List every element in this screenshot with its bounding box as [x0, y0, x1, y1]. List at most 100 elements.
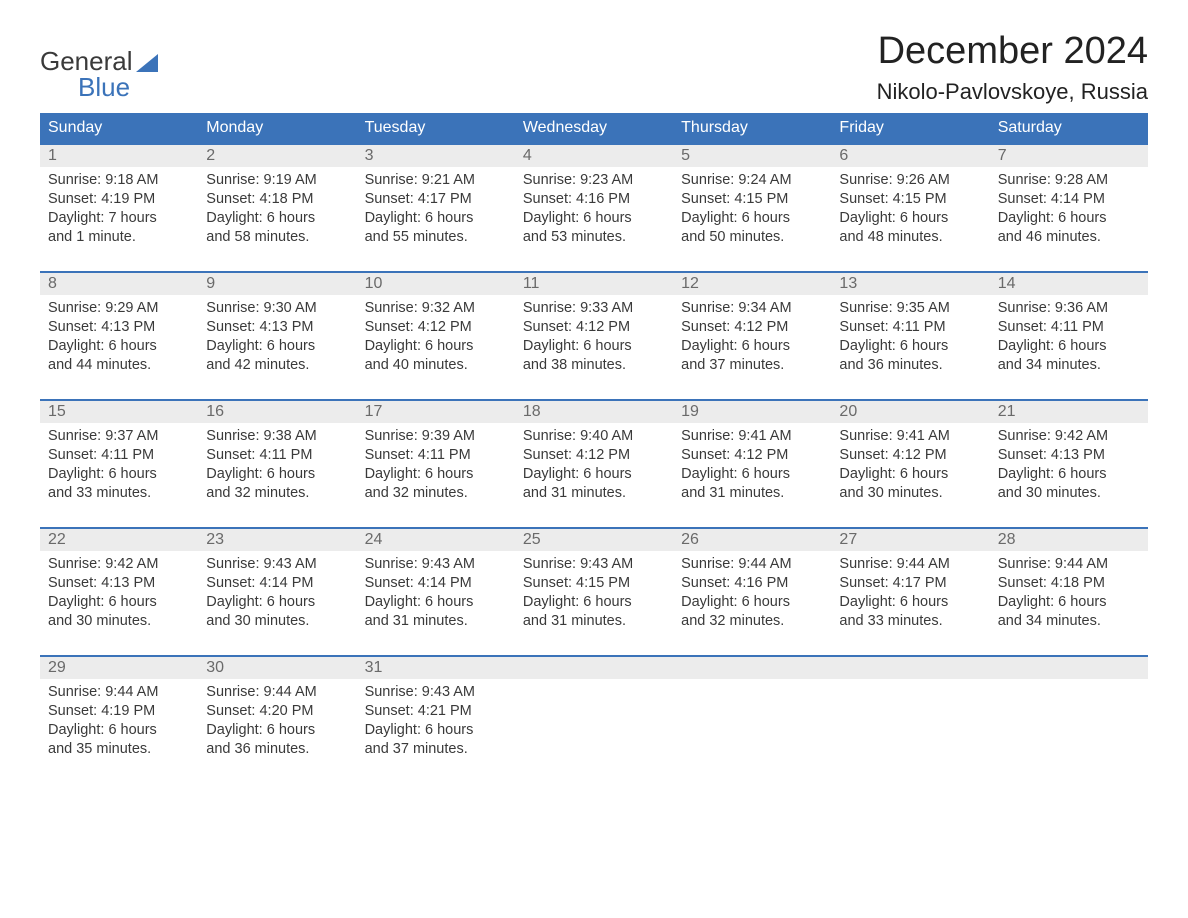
- daylight-line1: Daylight: 6 hours: [839, 209, 983, 228]
- daylight-line1: Daylight: 6 hours: [998, 465, 1142, 484]
- sunrise-text: Sunrise: 9:44 AM: [48, 683, 192, 702]
- day-cell: Sunrise: 9:23 AMSunset: 4:16 PMDaylight:…: [515, 167, 673, 257]
- week-row: 293031Sunrise: 9:44 AMSunset: 4:19 PMDay…: [40, 655, 1148, 769]
- day-number: 31: [357, 657, 515, 679]
- daylight-line1: Daylight: 6 hours: [681, 465, 825, 484]
- sunset-text: Sunset: 4:13 PM: [48, 574, 192, 593]
- sunrise-text: Sunrise: 9:23 AM: [523, 171, 667, 190]
- daylight-line2: and 30 minutes.: [998, 484, 1142, 503]
- day-number: 24: [357, 529, 515, 551]
- day-number: [831, 657, 989, 679]
- week-row: 22232425262728Sunrise: 9:42 AMSunset: 4:…: [40, 527, 1148, 641]
- sunset-text: Sunset: 4:14 PM: [365, 574, 509, 593]
- weekday-wednesday: Wednesday: [515, 113, 673, 143]
- daynum-row: 1234567: [40, 145, 1148, 167]
- daylight-line1: Daylight: 6 hours: [48, 465, 192, 484]
- day-number: [515, 657, 673, 679]
- daylight-line1: Daylight: 7 hours: [48, 209, 192, 228]
- daylight-line2: and 34 minutes.: [998, 356, 1142, 375]
- sunset-text: Sunset: 4:14 PM: [998, 190, 1142, 209]
- daylight-line2: and 32 minutes.: [365, 484, 509, 503]
- weekday-header-row: SundayMondayTuesdayWednesdayThursdayFrid…: [40, 113, 1148, 143]
- day-cell: Sunrise: 9:19 AMSunset: 4:18 PMDaylight:…: [198, 167, 356, 257]
- sunrise-text: Sunrise: 9:29 AM: [48, 299, 192, 318]
- day-cell: Sunrise: 9:30 AMSunset: 4:13 PMDaylight:…: [198, 295, 356, 385]
- sunrise-text: Sunrise: 9:33 AM: [523, 299, 667, 318]
- day-cell: Sunrise: 9:43 AMSunset: 4:15 PMDaylight:…: [515, 551, 673, 641]
- sunset-text: Sunset: 4:20 PM: [206, 702, 350, 721]
- sunrise-text: Sunrise: 9:39 AM: [365, 427, 509, 446]
- daylight-line1: Daylight: 6 hours: [365, 593, 509, 612]
- daylight-line2: and 46 minutes.: [998, 228, 1142, 247]
- day-number: 3: [357, 145, 515, 167]
- daylight-line1: Daylight: 6 hours: [681, 209, 825, 228]
- sunset-text: Sunset: 4:12 PM: [681, 446, 825, 465]
- day-cell: [515, 679, 673, 769]
- sunset-text: Sunset: 4:19 PM: [48, 702, 192, 721]
- day-number: 29: [40, 657, 198, 679]
- daylight-line1: Daylight: 6 hours: [839, 593, 983, 612]
- sunrise-text: Sunrise: 9:34 AM: [681, 299, 825, 318]
- daylight-line1: Daylight: 6 hours: [998, 337, 1142, 356]
- sunrise-text: Sunrise: 9:37 AM: [48, 427, 192, 446]
- day-cell: [990, 679, 1148, 769]
- day-number: 17: [357, 401, 515, 423]
- sunrise-text: Sunrise: 9:26 AM: [839, 171, 983, 190]
- day-cell: Sunrise: 9:44 AMSunset: 4:20 PMDaylight:…: [198, 679, 356, 769]
- weekday-monday: Monday: [198, 113, 356, 143]
- day-number: 15: [40, 401, 198, 423]
- sunset-text: Sunset: 4:16 PM: [681, 574, 825, 593]
- sunset-text: Sunset: 4:18 PM: [206, 190, 350, 209]
- sunset-text: Sunset: 4:12 PM: [681, 318, 825, 337]
- page-header: General Blue December 2024 Nikolo-Pavlov…: [40, 30, 1148, 105]
- sunset-text: Sunset: 4:11 PM: [48, 446, 192, 465]
- daylight-line2: and 31 minutes.: [523, 612, 667, 631]
- daylight-line2: and 37 minutes.: [681, 356, 825, 375]
- daylight-line2: and 1 minute.: [48, 228, 192, 247]
- day-number: [990, 657, 1148, 679]
- day-cell: Sunrise: 9:32 AMSunset: 4:12 PMDaylight:…: [357, 295, 515, 385]
- daylight-line2: and 31 minutes.: [523, 484, 667, 503]
- day-number: 23: [198, 529, 356, 551]
- daylight-line1: Daylight: 6 hours: [365, 465, 509, 484]
- daylight-line2: and 53 minutes.: [523, 228, 667, 247]
- sunrise-text: Sunrise: 9:42 AM: [998, 427, 1142, 446]
- daylight-line1: Daylight: 6 hours: [365, 209, 509, 228]
- sunrise-text: Sunrise: 9:41 AM: [839, 427, 983, 446]
- sunrise-text: Sunrise: 9:43 AM: [206, 555, 350, 574]
- sunrise-text: Sunrise: 9:42 AM: [48, 555, 192, 574]
- day-cell: Sunrise: 9:41 AMSunset: 4:12 PMDaylight:…: [673, 423, 831, 513]
- daylight-line1: Daylight: 6 hours: [206, 337, 350, 356]
- daylight-line2: and 40 minutes.: [365, 356, 509, 375]
- day-number: 12: [673, 273, 831, 295]
- daylight-line1: Daylight: 6 hours: [839, 337, 983, 356]
- sunset-text: Sunset: 4:15 PM: [523, 574, 667, 593]
- sail-icon: [136, 54, 158, 72]
- day-number: 25: [515, 529, 673, 551]
- sunrise-text: Sunrise: 9:19 AM: [206, 171, 350, 190]
- day-cell: Sunrise: 9:33 AMSunset: 4:12 PMDaylight:…: [515, 295, 673, 385]
- daylight-line2: and 35 minutes.: [48, 740, 192, 759]
- daylight-line1: Daylight: 6 hours: [839, 465, 983, 484]
- sunset-text: Sunset: 4:14 PM: [206, 574, 350, 593]
- day-cell: [831, 679, 989, 769]
- day-cell: Sunrise: 9:24 AMSunset: 4:15 PMDaylight:…: [673, 167, 831, 257]
- brand-logo: General Blue: [40, 30, 158, 100]
- day-number: 2: [198, 145, 356, 167]
- daylight-line1: Daylight: 6 hours: [681, 593, 825, 612]
- daylight-line2: and 44 minutes.: [48, 356, 192, 375]
- day-cell: Sunrise: 9:43 AMSunset: 4:14 PMDaylight:…: [357, 551, 515, 641]
- day-cell: Sunrise: 9:41 AMSunset: 4:12 PMDaylight:…: [831, 423, 989, 513]
- daynum-row: 22232425262728: [40, 529, 1148, 551]
- day-cell: Sunrise: 9:40 AMSunset: 4:12 PMDaylight:…: [515, 423, 673, 513]
- daylight-line1: Daylight: 6 hours: [523, 209, 667, 228]
- day-cell: Sunrise: 9:26 AMSunset: 4:15 PMDaylight:…: [831, 167, 989, 257]
- calendar: SundayMondayTuesdayWednesdayThursdayFrid…: [40, 113, 1148, 769]
- day-cell: Sunrise: 9:36 AMSunset: 4:11 PMDaylight:…: [990, 295, 1148, 385]
- day-number: 19: [673, 401, 831, 423]
- daylight-line2: and 36 minutes.: [206, 740, 350, 759]
- day-number: 22: [40, 529, 198, 551]
- sunrise-text: Sunrise: 9:32 AM: [365, 299, 509, 318]
- day-number: [673, 657, 831, 679]
- weekday-sunday: Sunday: [40, 113, 198, 143]
